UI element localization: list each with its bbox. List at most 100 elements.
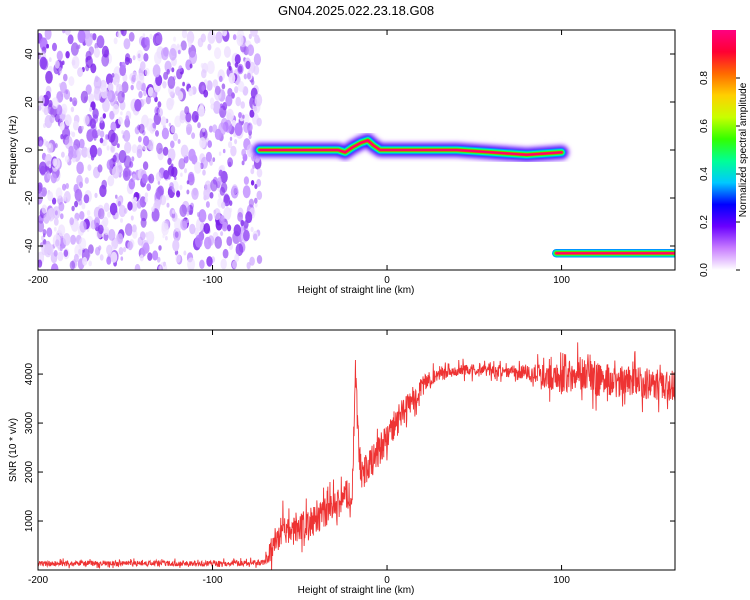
noise-blotch [61, 60, 65, 66]
noise-blotch [226, 108, 235, 122]
noise-blotch [99, 116, 104, 124]
noise-blotch [58, 201, 65, 212]
noise-blotch [123, 208, 128, 214]
noise-blotch [92, 33, 97, 41]
noise-blotch [207, 30, 216, 44]
noise-blotch [248, 198, 254, 208]
noise-blotch [156, 142, 163, 155]
noise-blotch [47, 191, 54, 202]
noise-blotch [191, 187, 199, 200]
noise-blotch [69, 260, 76, 270]
noise-blotch [221, 201, 226, 209]
noise-blotch [187, 257, 196, 270]
noise-blotch [160, 116, 167, 126]
noise-blotch [118, 247, 124, 255]
noise-blotch [246, 122, 253, 133]
noise-blotch [254, 202, 258, 208]
noise-blotch [221, 83, 226, 90]
noise-blotch [169, 91, 174, 98]
noise-blotch [256, 190, 263, 200]
noise-blotch [71, 55, 80, 69]
noise-blotch [186, 211, 190, 216]
noise-blotch [109, 202, 118, 216]
noise-blotch [154, 51, 162, 65]
noise-blotch [233, 224, 241, 237]
noise-blotch [101, 45, 109, 58]
noise-blotch [215, 31, 223, 44]
noise-blotch [107, 82, 114, 92]
noise-blotch [155, 130, 159, 137]
noise-blotch [249, 256, 255, 266]
noise-blotch [228, 141, 233, 149]
noise-blotch [128, 32, 135, 42]
noise-blotch [53, 227, 57, 232]
noise-blotch [163, 71, 169, 80]
noise-blotch [169, 182, 174, 190]
noise-blotch [41, 204, 48, 214]
noise-blotch [90, 33, 93, 38]
noise-blotch [189, 223, 196, 235]
noise-blotch [39, 56, 48, 70]
noise-blotch [136, 49, 144, 62]
noise-blotch [147, 252, 153, 261]
noise-blotch [128, 57, 133, 64]
noise-blotch [131, 144, 138, 154]
noise-blotch [132, 55, 136, 61]
noise-blotch [250, 180, 255, 186]
noise-blotch [191, 132, 196, 139]
noise-blotch [142, 98, 146, 105]
noise-blotch [165, 235, 168, 241]
noise-blotch [216, 177, 222, 186]
snr-y-tick-label: 2000 [24, 460, 35, 483]
noise-blotch [146, 183, 151, 191]
noise-blotch [78, 248, 82, 255]
noise-blotch [253, 53, 261, 66]
noise-blotch [105, 73, 113, 86]
noise-blotch [74, 200, 79, 208]
noise-blotch [214, 236, 222, 249]
snr-x-tick-label: 100 [553, 575, 570, 586]
noise-blotch [162, 146, 169, 156]
noise-blotch [247, 72, 251, 80]
noise-blotch [115, 212, 119, 219]
noise-blotch [196, 212, 200, 217]
noise-blotch [167, 157, 172, 165]
noise-blotch [144, 192, 149, 198]
noise-blotch [188, 87, 194, 97]
noise-blotch [113, 37, 118, 45]
noise-blotch [170, 163, 174, 168]
noise-blotch [81, 125, 84, 130]
noise-blotch [235, 96, 241, 107]
noise-blotch [63, 249, 69, 257]
noise-blotch [55, 239, 60, 247]
chart-title: GN04.2025.022.23.18.G08 [278, 3, 434, 18]
noise-blotch [93, 87, 102, 101]
noise-blotch [252, 164, 255, 169]
noise-blotch [133, 196, 137, 202]
noise-blotch [136, 200, 142, 209]
noise-blotch [154, 96, 158, 103]
noise-blotch [184, 106, 190, 115]
noise-blotch [161, 127, 169, 140]
noise-blotch [146, 231, 155, 245]
noise-blotch [48, 57, 52, 62]
noise-blotch [168, 122, 172, 127]
noise-blotch [77, 44, 81, 49]
noise-blotch [234, 122, 243, 136]
noise-blotch [229, 207, 233, 213]
noise-blotch [221, 30, 228, 37]
noise-blotch [184, 168, 187, 174]
noise-blotch [227, 224, 232, 232]
noise-blotch [139, 231, 146, 241]
noise-blotch [85, 55, 93, 69]
noise-blotch [161, 223, 169, 236]
noise-blotch [243, 229, 250, 242]
noise-blotch [205, 201, 210, 208]
noise-blotch [52, 42, 57, 52]
noise-blotch [241, 148, 247, 157]
noise-blotch [228, 65, 232, 71]
noise-blotch [189, 63, 193, 69]
noise-blotch [178, 158, 186, 170]
noise-blotch [78, 138, 85, 149]
noise-blotch [144, 197, 148, 203]
